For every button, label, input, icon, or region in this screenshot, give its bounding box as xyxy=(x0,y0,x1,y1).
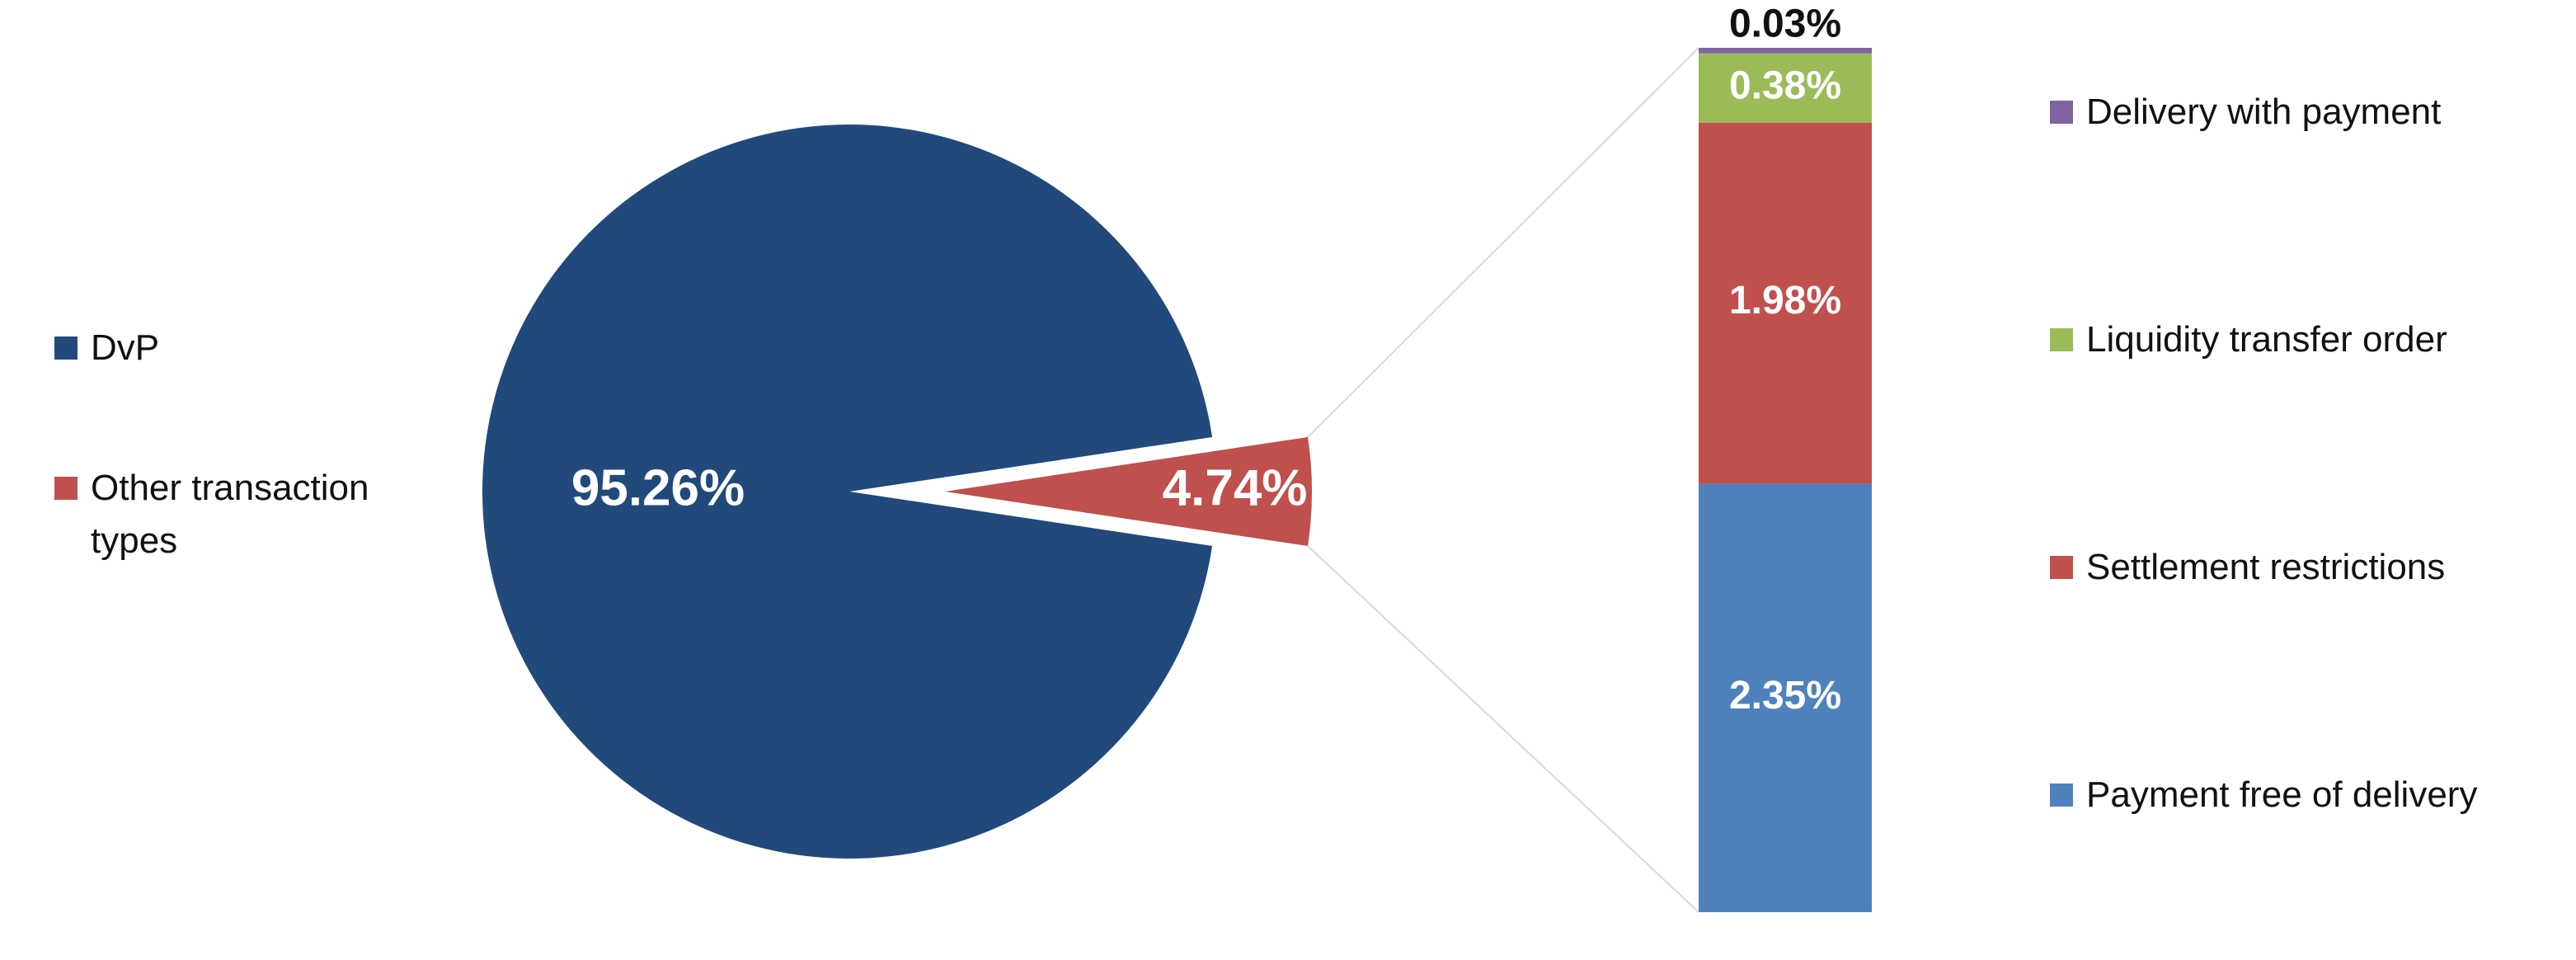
pie-slice-other-transaction-types xyxy=(945,436,1312,547)
bar-label-payment-free-of-delivery: 2.35% xyxy=(1729,674,1841,718)
bar-segment-settlement-restrictions xyxy=(1699,122,1872,484)
bar-label-delivery-with-payment: 0.03% xyxy=(1729,2,1841,46)
legend-swatch-other-transaction-types xyxy=(54,477,78,500)
bar-label-settlement-restrictions: 1.98% xyxy=(1729,279,1841,322)
legend-label-delivery-with-payment: Delivery with payment xyxy=(2086,92,2442,132)
legend-label-dvp: DvP xyxy=(91,327,160,368)
connector-lines xyxy=(1307,47,1699,913)
legend-swatch-dvp xyxy=(54,336,78,360)
legend-swatch-settlement-restrictions xyxy=(2050,556,2073,579)
legend-item-dvp: DvP xyxy=(54,322,442,374)
legend-label-other-transaction-types: Other transaction types xyxy=(91,468,369,561)
legend-item-settlement-restrictions: Settlement restrictions xyxy=(2050,541,2561,594)
bar-label-liquidity-transfer-order: 0.38% xyxy=(1729,64,1841,107)
pie-chart: 95.26% 4.74% xyxy=(482,125,1312,859)
connector-line-top xyxy=(1307,47,1699,438)
pie-label-dvp: 95.26% xyxy=(571,459,745,516)
legend-swatch-delivery-with-payment xyxy=(2050,101,2073,124)
legend-item-other-transaction-types: Other transaction types xyxy=(54,462,442,567)
legend-item-liquidity-transfer-order: Liquidity transfer order xyxy=(2050,313,2561,366)
pie-label-other-transaction-types: 4.74% xyxy=(1163,459,1308,516)
bar-segment-delivery-with-payment xyxy=(1699,48,1872,54)
bar-segment-payment-free-of-delivery xyxy=(1699,483,1872,912)
legend-swatch-liquidity-transfer-order xyxy=(2050,328,2073,351)
legend-label-liquidity-transfer-order: Liquidity transfer order xyxy=(2086,319,2447,360)
legend-item-payment-free-of-delivery: Payment free of delivery xyxy=(2050,769,2561,821)
stacked-bar: 2.35% 1.98% 0.38% 0.03% xyxy=(1699,2,1872,912)
legend-swatch-payment-free-of-delivery xyxy=(2050,784,2073,807)
connector-line-bottom xyxy=(1307,545,1699,913)
legend-label-settlement-restrictions: Settlement restrictions xyxy=(2086,547,2446,587)
pie-slice-dvp xyxy=(482,125,1213,859)
legend-label-payment-free-of-delivery: Payment free of delivery xyxy=(2086,774,2478,815)
bar-segment-liquidity-transfer-order xyxy=(1699,53,1872,123)
legend-item-delivery-with-payment: Delivery with payment xyxy=(2050,86,2561,139)
